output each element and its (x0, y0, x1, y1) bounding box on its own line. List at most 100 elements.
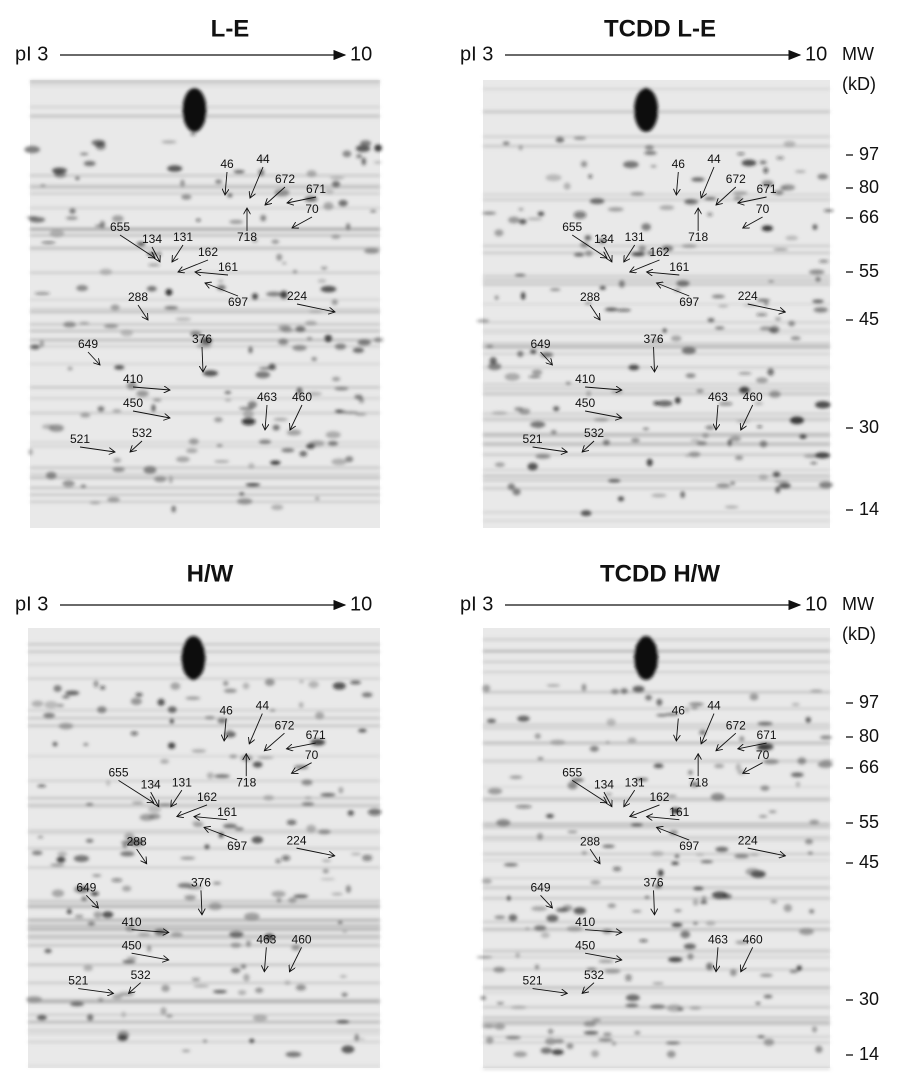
gel-main-spot (182, 88, 207, 132)
gel-spot (754, 401, 763, 406)
gel-spot (692, 898, 699, 906)
gel-spot (790, 336, 801, 341)
mw-header: MW (842, 594, 874, 614)
gel-spot (684, 707, 690, 713)
gel-spot (213, 990, 227, 994)
spot-label: 46 (672, 157, 686, 171)
gel-streak (28, 796, 380, 800)
gel-spot (716, 483, 731, 489)
gel-spot (631, 438, 640, 443)
gel-spot (670, 335, 682, 342)
spot-label: 70 (756, 202, 770, 216)
gel-spot (692, 921, 698, 925)
gel-spot (48, 424, 64, 432)
gel-spot (160, 1007, 167, 1015)
gel-spot (208, 902, 222, 911)
gel-spot (278, 324, 291, 331)
spot-label: 532 (584, 426, 604, 440)
gel-spot (311, 357, 317, 362)
gel-spot (791, 702, 800, 707)
gel-spot (785, 235, 799, 241)
gel-spot (689, 1006, 702, 1010)
gel-spots (476, 636, 834, 1070)
spot-arrow (132, 410, 170, 418)
gel-spot (529, 349, 537, 355)
gel-spot (652, 982, 664, 985)
gel-spot (320, 285, 337, 293)
gel-spot (674, 396, 681, 404)
gel-spot (486, 344, 494, 349)
gel-spot (586, 390, 592, 397)
gel-streak (483, 352, 830, 355)
gel-spot (39, 339, 44, 348)
gel-streak (483, 332, 830, 334)
gel-spot (168, 742, 176, 749)
gel-spot (295, 326, 306, 333)
gel-spot (604, 307, 618, 312)
gel-spot (796, 965, 803, 971)
gel-spot (525, 927, 530, 930)
spot-arrow (131, 930, 169, 933)
gel-spot (130, 731, 139, 736)
gel-spot (215, 179, 223, 184)
gel-spot (733, 195, 743, 202)
gel-streak (483, 520, 830, 522)
gel-spot (345, 456, 354, 463)
gel-spot (700, 860, 714, 864)
gel-spot (540, 932, 550, 939)
mw-tick-label: 97 (859, 692, 879, 712)
gel-streak (28, 1000, 380, 1004)
gel-spot (755, 1002, 761, 1005)
spot-arrow (131, 952, 169, 960)
gel-spot (480, 995, 487, 1001)
gel-spot (52, 741, 58, 747)
gel-spot (690, 781, 699, 787)
gel-spot (301, 779, 313, 786)
spot-arrow (589, 848, 600, 864)
gel-spot (177, 883, 193, 889)
gel-spot (809, 909, 815, 914)
gel-spot (67, 366, 73, 371)
spot-label: 463 (708, 390, 728, 404)
gel-streak (483, 278, 830, 282)
gel-spot (120, 851, 135, 857)
gel-spot (75, 176, 80, 181)
spot-label: 46 (672, 704, 686, 718)
gel-spot (364, 248, 380, 254)
gel-spot (271, 504, 284, 511)
gel-image (26, 628, 382, 1068)
gel-spot (566, 925, 583, 932)
gel-spot (255, 371, 271, 379)
gel-spot (217, 717, 227, 724)
gel-spot (687, 953, 694, 960)
gel-spot (125, 926, 135, 932)
gel-spot (618, 280, 625, 288)
gel-spot (332, 376, 341, 382)
gel-spot (37, 784, 46, 788)
mw-header: (kD) (842, 624, 876, 644)
gel-streak (483, 283, 830, 286)
gel-spot (656, 400, 673, 407)
gel-spot (357, 339, 371, 346)
gel-spot (356, 154, 363, 159)
gel-spot (757, 742, 774, 751)
gel-spot (512, 488, 521, 496)
gel-spot (730, 481, 736, 485)
gel-spot (598, 959, 614, 964)
gel-spot (165, 1014, 173, 1018)
gel-streak (30, 307, 380, 310)
spot-arrow (743, 762, 763, 774)
gel-spot (29, 216, 46, 223)
gel-streak (30, 228, 380, 230)
gel-spot (496, 819, 511, 827)
gel-spot (476, 956, 493, 959)
gel-spot (756, 425, 763, 429)
gel-spot (271, 239, 280, 244)
gel-spot (83, 160, 96, 167)
gel-spot (662, 328, 667, 333)
gel-streak (30, 228, 380, 232)
gel-image (24, 80, 384, 528)
gel-streak (28, 866, 380, 869)
gel-spot (352, 347, 364, 353)
spot-arrow (296, 847, 335, 856)
